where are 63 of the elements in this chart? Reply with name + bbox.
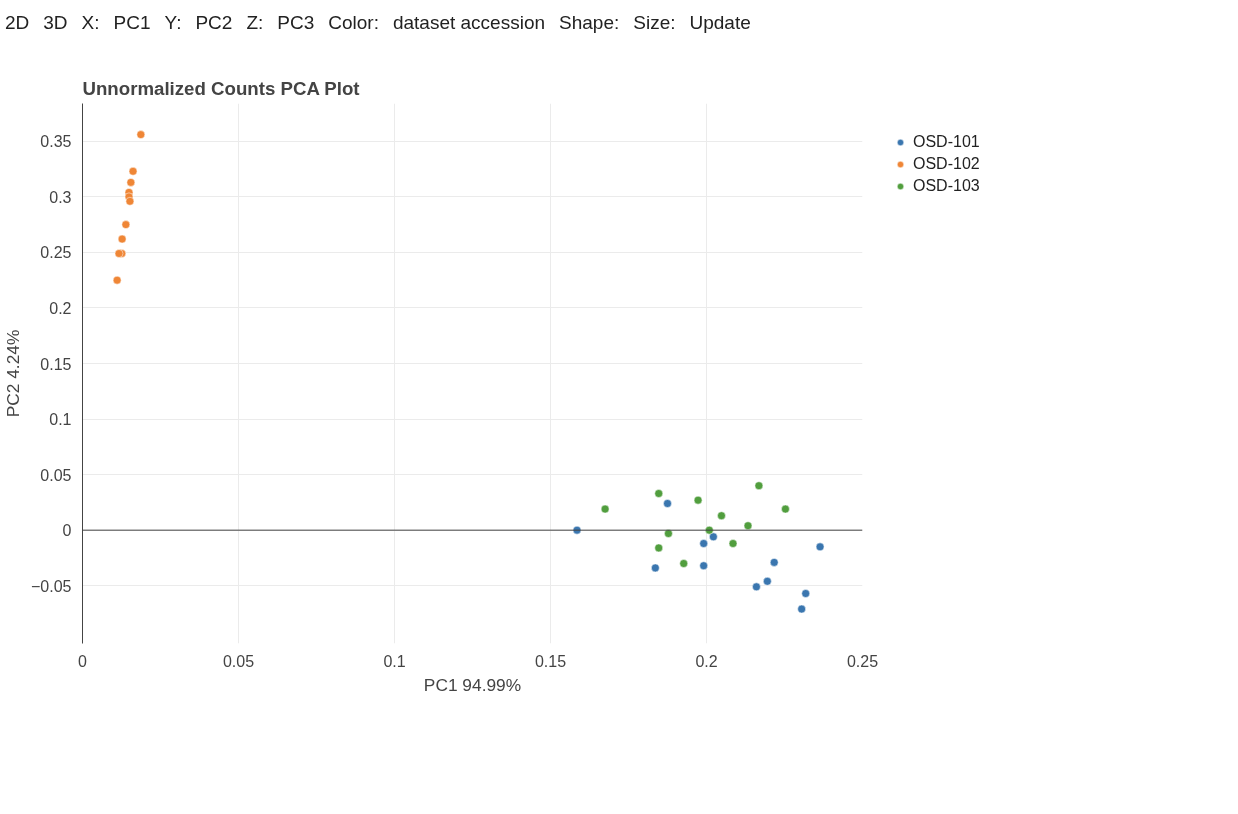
legend-label: OSD-102 xyxy=(913,155,980,173)
y-tick-label: 0.35 xyxy=(40,133,72,151)
point xyxy=(654,543,664,553)
chart-title: Unnormalized Counts PCA Plot xyxy=(82,77,360,99)
point xyxy=(125,197,135,206)
legend-label: OSD-101 xyxy=(913,133,980,151)
x-tick-label: 0.05 xyxy=(222,652,255,670)
x-tick-label: 0.15 xyxy=(534,652,567,670)
point xyxy=(651,563,660,573)
y-tick-label: 0.1 xyxy=(49,411,72,429)
text: Size: xyxy=(633,11,676,35)
y-tick-label: 0.05 xyxy=(40,466,72,484)
text: PC2 xyxy=(195,11,233,35)
text: dataset accession xyxy=(392,11,546,35)
point xyxy=(709,532,718,542)
text: 3D xyxy=(43,11,68,35)
point xyxy=(781,504,790,514)
y-axis-title: PC2 4.24% xyxy=(3,329,24,418)
point xyxy=(117,234,127,244)
point xyxy=(763,577,772,586)
point xyxy=(754,481,764,490)
text: Y: xyxy=(164,11,182,35)
point xyxy=(128,167,138,176)
point xyxy=(600,504,610,514)
text: Color: xyxy=(328,11,379,35)
legend-label: OSD-103 xyxy=(913,177,980,195)
text: Update xyxy=(689,11,751,35)
text: PC1 xyxy=(113,11,151,35)
point xyxy=(728,539,738,548)
y-tick-label: −0.05 xyxy=(31,577,72,595)
point xyxy=(663,499,672,508)
x-tick-label: 0.2 xyxy=(695,652,718,670)
text: Z: xyxy=(246,11,264,35)
point xyxy=(121,220,131,229)
text: Shape: xyxy=(559,11,620,35)
point xyxy=(693,495,703,505)
point xyxy=(815,542,825,552)
point xyxy=(801,589,810,598)
point xyxy=(136,130,146,139)
point xyxy=(112,275,122,285)
y-tick-label: 0.25 xyxy=(40,244,72,262)
point xyxy=(699,539,708,548)
x-tick-label: 0.25 xyxy=(846,652,879,670)
point xyxy=(717,511,726,520)
text: PC3 xyxy=(277,11,315,35)
point xyxy=(797,604,806,614)
point xyxy=(126,178,136,187)
point xyxy=(679,559,688,568)
text: 2D xyxy=(5,11,30,35)
point xyxy=(769,558,779,567)
point xyxy=(699,561,708,570)
y-tick-label: 0.15 xyxy=(40,355,72,373)
point xyxy=(664,529,673,538)
y-tick-label: 0.3 xyxy=(49,188,72,206)
point xyxy=(654,489,664,498)
x-axis-title: PC1 94.99% xyxy=(423,674,522,695)
x-tick-label: 0 xyxy=(78,652,88,670)
y-tick-label: 0 xyxy=(62,522,72,540)
point xyxy=(743,521,753,530)
y-tick-label: 0.2 xyxy=(49,299,72,317)
x-tick-label: 0.1 xyxy=(383,652,406,670)
text: X: xyxy=(81,11,100,35)
point xyxy=(752,582,761,592)
